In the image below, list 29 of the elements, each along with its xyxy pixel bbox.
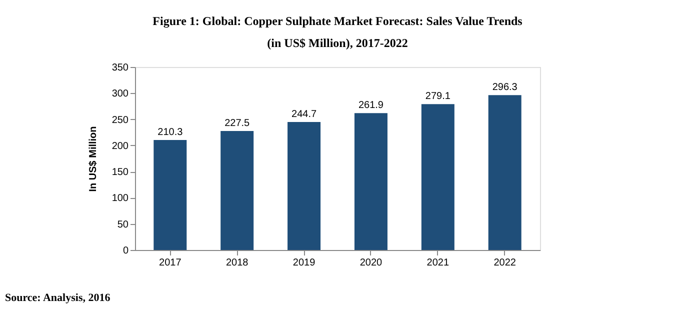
bar bbox=[288, 122, 321, 250]
x-tick-label: 2020 bbox=[360, 258, 383, 268]
chart-title: Figure 1: Global: Copper Sulphate Market Forecast: Sales Value Trends (in US$ Million), 2017-2022 bbox=[152, 14, 523, 50]
x-tick-label: 2022 bbox=[494, 258, 516, 268]
x-tick-label: 2019 bbox=[292, 258, 316, 268]
bar bbox=[488, 95, 522, 250]
bar bbox=[354, 113, 388, 250]
data-label: 210.3 bbox=[158, 127, 184, 138]
x-tick-label: 2021 bbox=[426, 258, 450, 268]
data-label: 279.1 bbox=[425, 91, 451, 102]
y-tick-label: 100 bbox=[112, 193, 129, 204]
data-label: 227.5 bbox=[224, 118, 250, 130]
data-label: 296.3 bbox=[492, 82, 518, 94]
source-note: Source: Analysis, 2016 bbox=[5, 292, 111, 304]
x-tick-label: 2017 bbox=[159, 258, 182, 268]
bar bbox=[154, 140, 187, 250]
y-tick-label: 0 bbox=[122, 246, 129, 256]
y-tick-label: 50 bbox=[117, 219, 129, 230]
y-tick-label: 150 bbox=[112, 167, 129, 178]
data-label: 261.9 bbox=[358, 100, 384, 112]
y-tick-label: 200 bbox=[112, 140, 129, 152]
y-tick-label: 250 bbox=[112, 114, 129, 126]
data-label: 244.7 bbox=[292, 109, 317, 120]
bar bbox=[421, 104, 454, 250]
bar bbox=[220, 131, 254, 250]
y-tick-label: 350 bbox=[112, 62, 129, 74]
y-tick-label: 300 bbox=[112, 88, 129, 100]
y-axis-title: In US$ Million bbox=[88, 126, 99, 192]
x-tick-label: 2018 bbox=[226, 258, 249, 268]
